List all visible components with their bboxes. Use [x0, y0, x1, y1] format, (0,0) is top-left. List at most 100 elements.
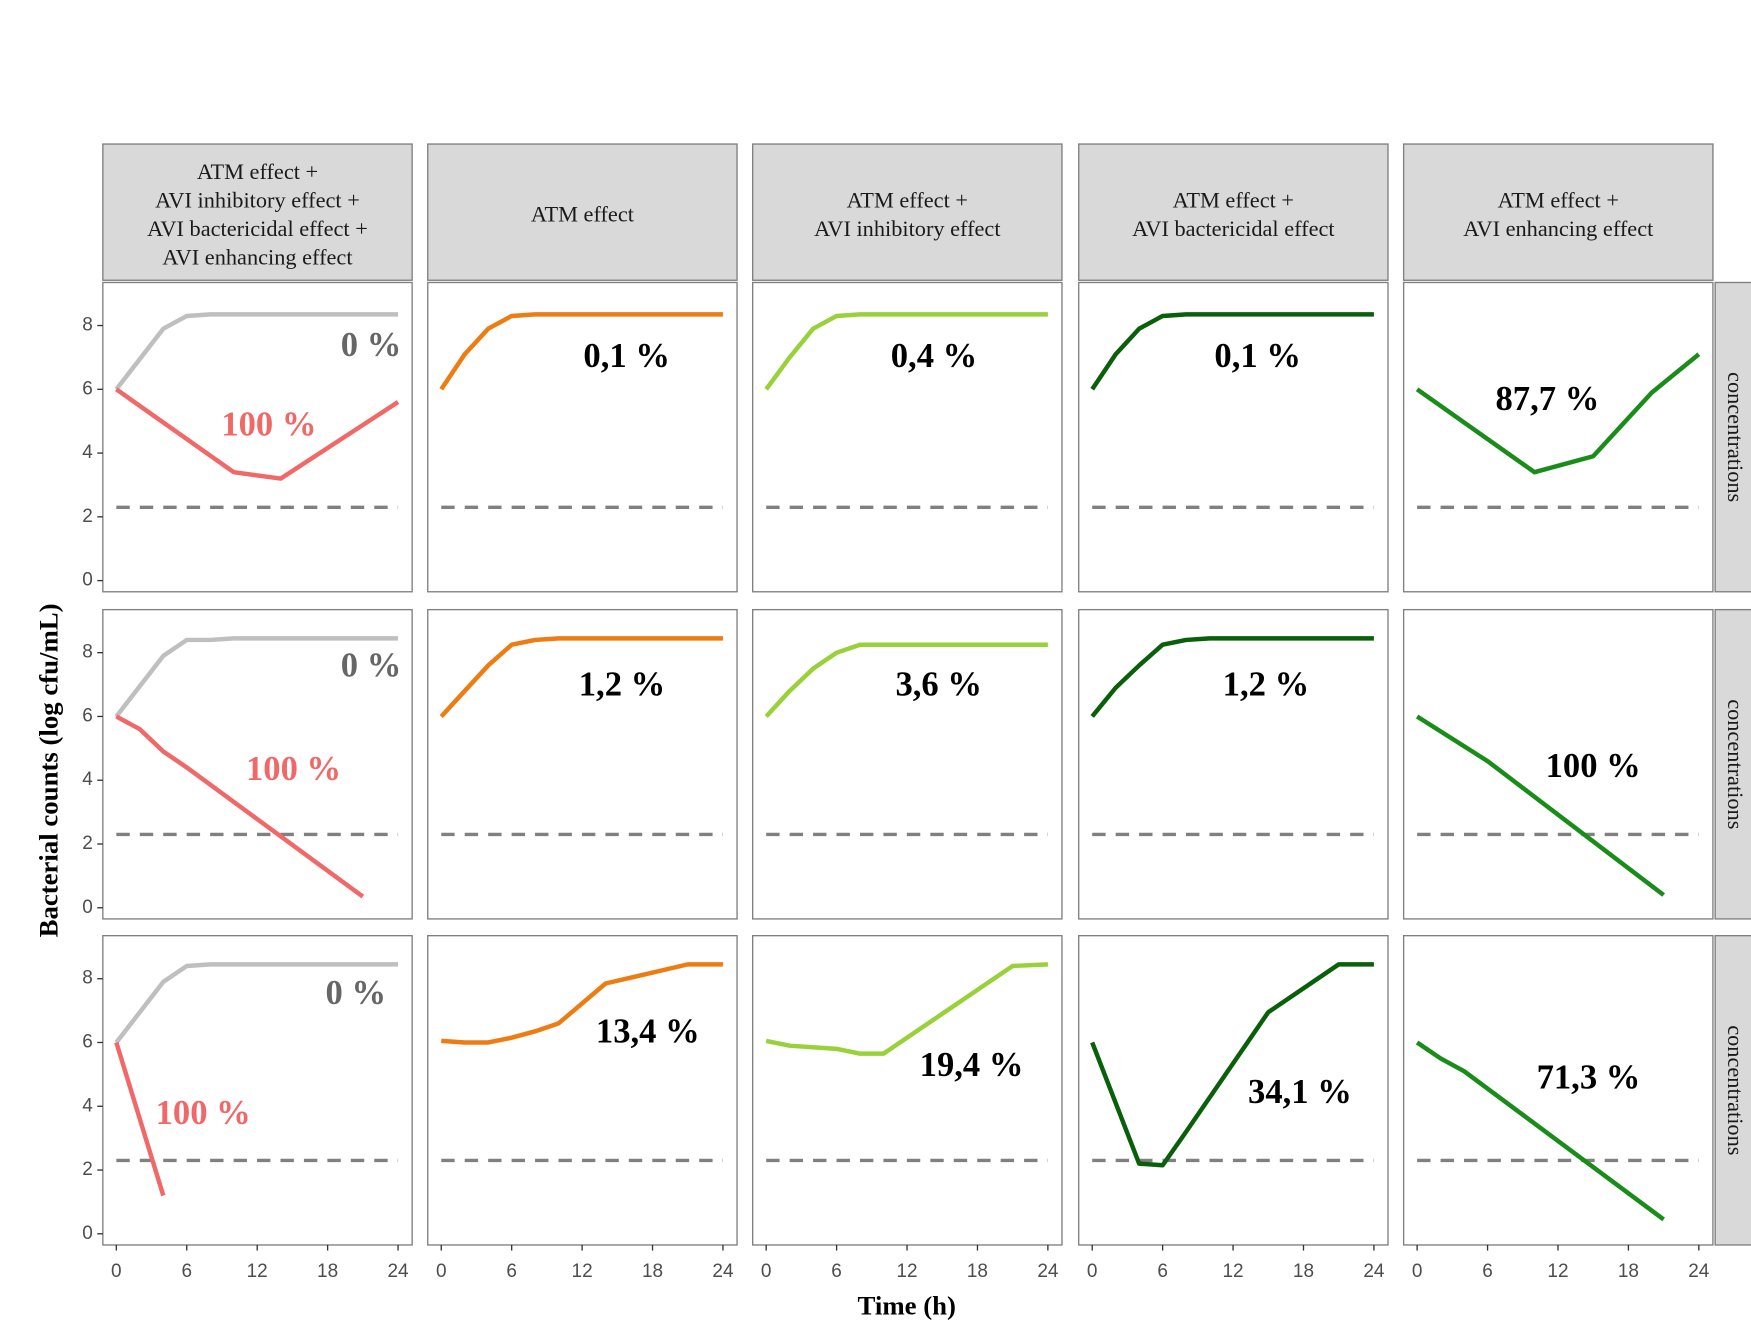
x-tick-label: 0 — [1087, 1261, 1098, 1282]
y-tick-label: 0 — [82, 897, 93, 918]
y-tick-label: 0 — [82, 1223, 93, 1244]
panel — [1078, 281, 1389, 593]
series-line — [764, 312, 1048, 391]
column-strip-label: ATM effect + — [197, 159, 318, 184]
x-tick-label: 12 — [247, 1261, 268, 1282]
annotation: 100 % — [1546, 747, 1641, 785]
annotation: 1,2 % — [1223, 666, 1310, 704]
x-tick-label: 6 — [1482, 1261, 1493, 1282]
panel — [1078, 608, 1389, 920]
x-tick-label: 0 — [1412, 1261, 1423, 1282]
y-tick-label: 4 — [82, 1095, 93, 1116]
annotation: 0 % — [326, 974, 387, 1012]
x-tick-label: 6 — [1157, 1261, 1168, 1282]
series-line — [115, 714, 365, 899]
annotation: 71,3 % — [1537, 1059, 1641, 1097]
series-line — [1415, 714, 1665, 897]
series-line — [1090, 636, 1374, 718]
column-strip-label: ATM effect — [531, 202, 635, 227]
y-tick-label: 8 — [82, 315, 93, 336]
x-axis-title: Time (h) — [858, 1291, 956, 1321]
column-strip-label: AVI bactericidal effect — [1132, 216, 1335, 241]
y-tick-label: 8 — [82, 642, 93, 663]
annotation: 100 % — [156, 1094, 251, 1132]
x-tick-label: 18 — [642, 1261, 663, 1282]
series-line — [114, 962, 399, 1044]
annotation: 100 % — [246, 750, 341, 788]
x-tick-label: 18 — [967, 1261, 988, 1282]
y-axis-title: Bacterial counts (log cfu/mL) — [34, 603, 64, 937]
y-tick-label: 6 — [82, 1032, 93, 1053]
x-tick-label: 18 — [317, 1261, 338, 1282]
panel — [102, 608, 413, 920]
x-tick-label: 18 — [1293, 1261, 1314, 1282]
y-tick-label: 4 — [82, 442, 93, 463]
x-tick-label: 24 — [1037, 1261, 1058, 1282]
column-strip — [752, 143, 1063, 281]
series-line — [439, 636, 723, 718]
panel — [427, 935, 738, 1246]
panel — [752, 608, 1063, 920]
x-tick-label: 0 — [111, 1261, 122, 1282]
annotation: 13,4 % — [596, 1012, 700, 1050]
series-line — [114, 636, 399, 718]
x-tick-label: 12 — [1223, 1261, 1244, 1282]
series-line — [439, 312, 723, 391]
column-strip — [1402, 143, 1714, 281]
annotation: 34,1 % — [1248, 1073, 1352, 1111]
column-strip-label: AVI inhibitory effect + — [155, 188, 360, 213]
row-strip — [1714, 608, 1751, 920]
series-line — [764, 642, 1048, 718]
x-tick-label: 0 — [436, 1261, 447, 1282]
annotation: 1,2 % — [579, 666, 666, 704]
x-tick-label: 6 — [506, 1261, 517, 1282]
panel — [1402, 608, 1714, 920]
annotation: 87,7 % — [1496, 380, 1600, 418]
series-line — [1090, 312, 1374, 391]
series-line — [114, 312, 399, 391]
x-tick-label: 6 — [831, 1261, 842, 1282]
x-tick-label: 18 — [1618, 1261, 1639, 1282]
panel — [752, 281, 1063, 593]
x-tick-label: 0 — [761, 1261, 772, 1282]
row-strip-label: concentrations — [1723, 1025, 1748, 1155]
x-tick-label: 24 — [712, 1261, 733, 1282]
series-line — [441, 962, 723, 1045]
column-strip-label: ATM effect + — [1498, 188, 1619, 213]
panel — [752, 935, 1063, 1246]
y-tick-label: 6 — [82, 378, 93, 399]
column-strip-label: AVI enhancing effect — [1463, 216, 1654, 241]
x-tick-label: 24 — [387, 1261, 408, 1282]
series-line — [115, 387, 400, 481]
column-strip-label: AVI enhancing effect — [162, 244, 353, 269]
row-strip — [1714, 935, 1751, 1246]
panel — [102, 935, 413, 1246]
column-strip — [427, 143, 738, 281]
x-tick-label: 12 — [896, 1261, 917, 1282]
panel — [427, 281, 738, 593]
annotation: 3,6 % — [895, 666, 982, 704]
row-strip-label: concentrations — [1723, 699, 1748, 829]
x-tick-label: 6 — [181, 1261, 192, 1282]
series-line — [1415, 352, 1701, 475]
series-line — [1090, 962, 1374, 1168]
annotation: 0 % — [341, 647, 402, 685]
y-tick-label: 2 — [82, 506, 93, 527]
column-strip-label: ATM effect + — [1173, 188, 1294, 213]
row-strip — [1714, 281, 1751, 593]
panel — [102, 281, 413, 593]
panel — [1402, 281, 1714, 593]
column-strip-label: ATM effect + — [847, 188, 968, 213]
annotation: 0,1 % — [1214, 337, 1301, 375]
x-tick-label: 12 — [572, 1261, 593, 1282]
column-strip — [1078, 143, 1389, 281]
annotation: 0,4 % — [891, 337, 978, 375]
row-strip-label: concentrations — [1723, 372, 1748, 502]
panel — [1402, 935, 1714, 1246]
annotation: 0,1 % — [583, 337, 670, 375]
annotation: 19,4 % — [920, 1046, 1024, 1084]
y-tick-label: 6 — [82, 705, 93, 726]
x-tick-label: 24 — [1688, 1261, 1709, 1282]
x-tick-label: 24 — [1363, 1261, 1384, 1282]
y-tick-label: 4 — [82, 769, 93, 790]
